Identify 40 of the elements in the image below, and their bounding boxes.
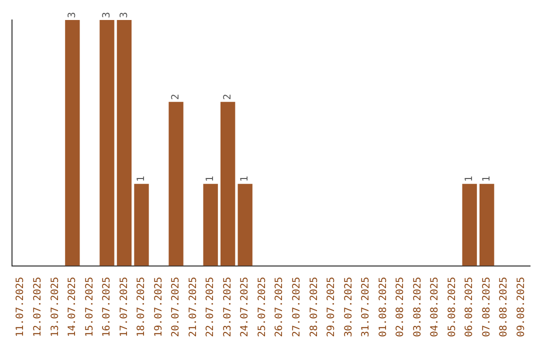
data-label: 2 bbox=[222, 94, 234, 100]
x-tick-label: 16.07.2025 bbox=[102, 276, 113, 338]
x-tick-label: 14.07.2025 bbox=[67, 276, 78, 338]
x-tick-label: 05.08.2025 bbox=[446, 276, 458, 338]
x-tick-label: 13.07.2025 bbox=[50, 276, 61, 338]
x-tick-label: 31.07.2025 bbox=[360, 276, 372, 338]
data-label: 1 bbox=[464, 176, 476, 182]
x-tick-label: 18.07.2025 bbox=[136, 276, 148, 338]
x-tick-label: 03.08.2025 bbox=[412, 276, 424, 338]
x-tick-label: 20.07.2025 bbox=[170, 276, 182, 338]
x-tick-label: 26.07.2025 bbox=[274, 276, 286, 338]
x-tick-label: 29.07.2025 bbox=[326, 276, 338, 338]
x-tick-label: 06.08.2025 bbox=[464, 276, 476, 338]
data-label: 2 bbox=[170, 94, 182, 100]
x-tick-label: 11.07.2025 bbox=[15, 276, 26, 338]
data-label: 3 bbox=[67, 12, 78, 18]
x-tick-label: 15.07.2025 bbox=[84, 276, 96, 338]
x-tick-label: 19.07.2025 bbox=[153, 276, 164, 338]
data-label: 1 bbox=[136, 176, 148, 182]
x-tick-label: 17.07.2025 bbox=[118, 276, 130, 338]
x-tick-label: 24.07.2025 bbox=[240, 276, 251, 338]
x-tick-label: 02.08.2025 bbox=[395, 276, 406, 338]
data-label: 1 bbox=[205, 176, 216, 182]
data-label: 1 bbox=[240, 176, 251, 182]
data-label: 1 bbox=[481, 176, 492, 182]
x-tick-label: 23.07.2025 bbox=[222, 276, 234, 338]
x-tick-label: 27.07.2025 bbox=[291, 276, 302, 338]
x-tick-label: 07.08.2025 bbox=[481, 276, 492, 338]
x-tick-label: 08.08.2025 bbox=[498, 276, 510, 338]
x-tick-label: 25.07.2025 bbox=[256, 276, 268, 338]
x-tick-label: 28.07.2025 bbox=[308, 276, 320, 338]
x-tick-label: 30.07.2025 bbox=[343, 276, 354, 338]
data-label: 3 bbox=[102, 12, 113, 18]
x-tick-label: 09.08.2025 bbox=[516, 276, 527, 338]
x-tick-label: 22.07.2025 bbox=[205, 276, 216, 338]
x-tick-label: 12.07.2025 bbox=[32, 276, 44, 338]
x-tick-label: 21.07.2025 bbox=[188, 276, 199, 338]
data-label: 3 bbox=[118, 12, 130, 18]
x-tick-label: 04.08.2025 bbox=[430, 276, 441, 338]
x-tick-label: 01.08.2025 bbox=[378, 276, 389, 338]
